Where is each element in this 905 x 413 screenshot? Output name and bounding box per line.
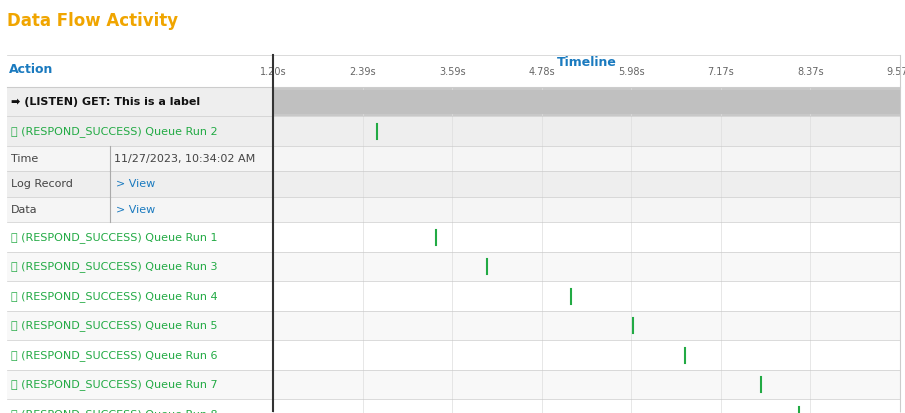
Bar bbox=[273, 282, 900, 311]
Text: 3.59s: 3.59s bbox=[439, 67, 465, 77]
Text: 11/27/2023, 10:34:02 AM: 11/27/2023, 10:34:02 AM bbox=[114, 154, 255, 164]
Text: ➡ (LISTEN) GET: This is a label: ➡ (LISTEN) GET: This is a label bbox=[11, 97, 200, 107]
Text: ✅ (RESPOND_SUCCESS) Queue Run 4: ✅ (RESPOND_SUCCESS) Queue Run 4 bbox=[11, 291, 217, 302]
Text: > View: > View bbox=[116, 205, 155, 215]
Bar bbox=[7, 87, 273, 116]
Text: > View: > View bbox=[116, 179, 155, 189]
Bar bbox=[7, 171, 273, 197]
Bar bbox=[7, 399, 273, 413]
Bar bbox=[7, 311, 273, 340]
Bar bbox=[7, 340, 273, 370]
Text: ✅ (RESPOND_SUCCESS) Queue Run 3: ✅ (RESPOND_SUCCESS) Queue Run 3 bbox=[11, 261, 217, 272]
Bar bbox=[273, 146, 900, 171]
Bar bbox=[7, 197, 273, 223]
Bar bbox=[273, 252, 900, 282]
Text: 8.37s: 8.37s bbox=[797, 67, 824, 77]
Text: ✅ (RESPOND_SUCCESS) Queue Run 8: ✅ (RESPOND_SUCCESS) Queue Run 8 bbox=[11, 409, 217, 413]
Text: ✅ (RESPOND_SUCCESS) Queue Run 7: ✅ (RESPOND_SUCCESS) Queue Run 7 bbox=[11, 379, 217, 390]
Text: 9.57s: 9.57s bbox=[887, 67, 905, 77]
Text: Data: Data bbox=[11, 205, 38, 215]
Bar bbox=[273, 370, 900, 399]
Bar bbox=[273, 90, 900, 114]
Text: 4.78s: 4.78s bbox=[529, 67, 555, 77]
Text: Log Record: Log Record bbox=[11, 179, 73, 189]
Text: Timeline: Timeline bbox=[557, 56, 616, 69]
Bar bbox=[7, 370, 273, 399]
Text: Action: Action bbox=[9, 63, 53, 76]
Bar bbox=[7, 223, 273, 252]
Bar bbox=[273, 311, 900, 340]
Bar bbox=[7, 116, 273, 146]
Bar bbox=[7, 146, 273, 171]
Bar bbox=[273, 87, 900, 116]
Bar bbox=[7, 282, 273, 311]
Text: ✅ (RESPOND_SUCCESS) Queue Run 6: ✅ (RESPOND_SUCCESS) Queue Run 6 bbox=[11, 350, 217, 361]
Bar bbox=[273, 340, 900, 370]
Text: Data Flow Activity: Data Flow Activity bbox=[7, 12, 178, 30]
Text: 7.17s: 7.17s bbox=[708, 67, 734, 77]
Bar bbox=[7, 252, 273, 282]
Bar bbox=[273, 223, 900, 252]
Text: 1.20s: 1.20s bbox=[260, 67, 286, 77]
Text: 5.98s: 5.98s bbox=[618, 67, 644, 77]
Bar bbox=[273, 171, 900, 197]
Text: ✅ (RESPOND_SUCCESS) Queue Run 2: ✅ (RESPOND_SUCCESS) Queue Run 2 bbox=[11, 126, 217, 137]
Text: Time: Time bbox=[11, 154, 38, 164]
Text: ✅ (RESPOND_SUCCESS) Queue Run 1: ✅ (RESPOND_SUCCESS) Queue Run 1 bbox=[11, 232, 217, 243]
Bar bbox=[273, 197, 900, 223]
Bar bbox=[273, 399, 900, 413]
Text: ✅ (RESPOND_SUCCESS) Queue Run 5: ✅ (RESPOND_SUCCESS) Queue Run 5 bbox=[11, 320, 217, 331]
Bar bbox=[273, 116, 900, 146]
Text: 2.39s: 2.39s bbox=[349, 67, 376, 77]
